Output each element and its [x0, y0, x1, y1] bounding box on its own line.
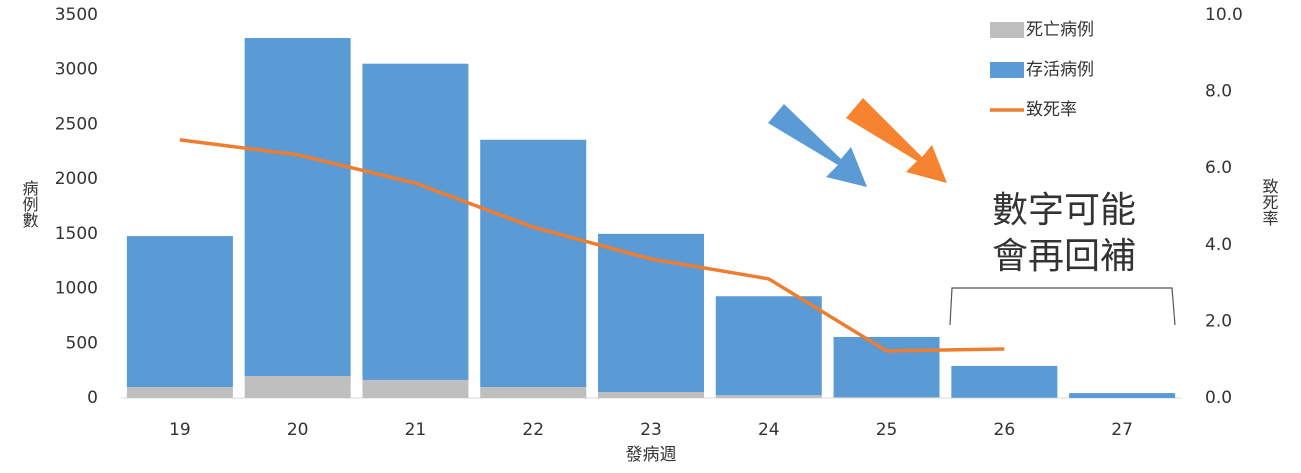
- bar: [245, 38, 351, 376]
- y2-tick-label: 0.0: [1205, 388, 1232, 408]
- x-tick-label: 25: [876, 420, 898, 440]
- y2-axis-label: 致死率: [1260, 178, 1279, 226]
- y-tick-label: 1500: [55, 224, 98, 244]
- bar: [127, 236, 233, 387]
- x-tick-label: 22: [522, 420, 544, 440]
- y-tick-label: 3000: [55, 60, 98, 80]
- legend-label: 致死率: [1026, 100, 1077, 120]
- legend-label: 存活病例: [1026, 60, 1094, 80]
- x-tick-label: 23: [640, 420, 662, 440]
- x-tick-label: 24: [758, 420, 780, 440]
- legend-swatch: [990, 62, 1024, 78]
- bar: [362, 380, 468, 398]
- bar: [127, 387, 233, 398]
- y2-tick-label: 4.0: [1205, 235, 1232, 255]
- bar: [245, 376, 351, 398]
- x-tick-label: 27: [1111, 420, 1133, 440]
- orange-arrow: [846, 98, 947, 183]
- bar: [362, 64, 468, 380]
- x-tick-label: 26: [994, 420, 1016, 440]
- bar: [480, 387, 586, 398]
- x-tick-label: 21: [405, 420, 427, 440]
- bar: [951, 366, 1057, 398]
- bar: [834, 337, 940, 397]
- y2-tick-label: 6.0: [1205, 158, 1232, 178]
- legend-label: 死亡病例: [1026, 20, 1094, 40]
- bar: [716, 395, 822, 398]
- x-axis-label: 發病週: [626, 445, 677, 465]
- bracket: [950, 288, 1175, 325]
- y-tick-label: 2500: [55, 114, 98, 134]
- y2-tick-label: 2.0: [1205, 311, 1232, 331]
- y-tick-label: 2000: [55, 169, 98, 189]
- bar: [1069, 393, 1175, 398]
- annotation: 數字可能: [992, 190, 1136, 231]
- y-axis-label: 病例數: [20, 180, 39, 228]
- legend-swatch: [990, 22, 1024, 38]
- y-tick-label: 1000: [55, 279, 98, 299]
- x-tick-label: 20: [287, 420, 309, 440]
- bar: [480, 140, 586, 387]
- bar: [834, 397, 940, 398]
- bar: [598, 392, 704, 398]
- y-tick-label: 0: [87, 388, 98, 408]
- bar: [716, 296, 822, 395]
- y-tick-label: 3500: [55, 5, 98, 25]
- y-tick-label: 500: [66, 333, 98, 353]
- x-tick-label: 19: [169, 420, 191, 440]
- y2-tick-label: 10.0: [1205, 5, 1243, 25]
- y2-tick-label: 8.0: [1205, 82, 1232, 102]
- annotation: 會再回補: [992, 236, 1136, 277]
